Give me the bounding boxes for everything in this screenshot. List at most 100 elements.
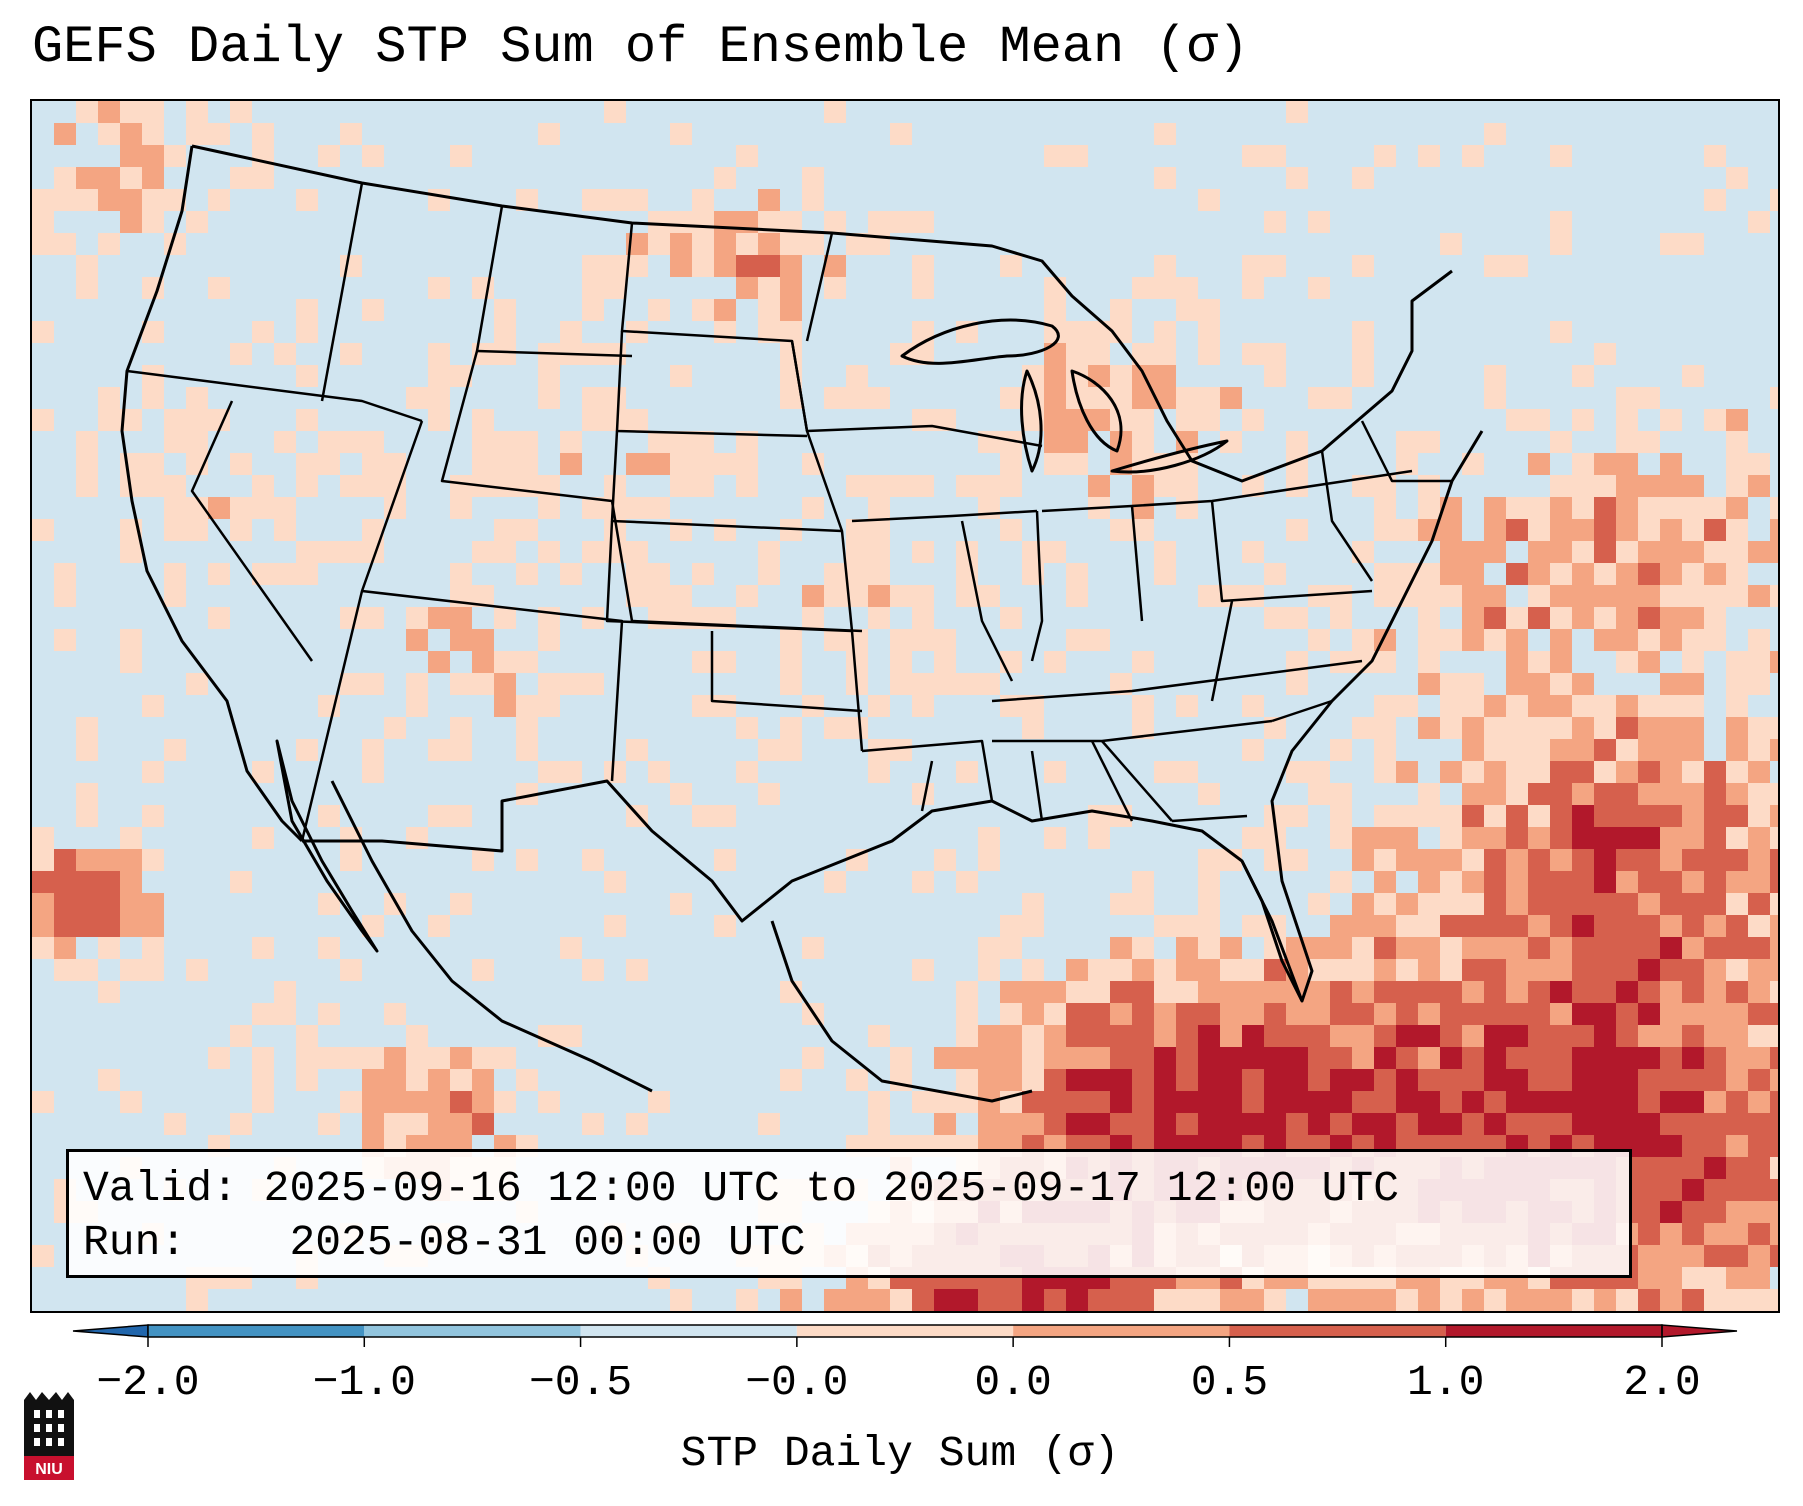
stp-cell xyxy=(1770,717,1778,739)
stp-cell xyxy=(186,101,208,123)
stp-cell xyxy=(1066,1113,1088,1135)
stp-cell xyxy=(1638,1113,1660,1135)
stp-cell xyxy=(186,211,208,233)
stp-cell xyxy=(626,959,648,981)
stp-cell xyxy=(1132,431,1154,453)
stp-cell xyxy=(1506,673,1528,695)
stp-cell xyxy=(1726,827,1748,849)
stp-cell xyxy=(1462,1003,1484,1025)
stp-cell xyxy=(1330,1311,1352,1313)
stp-cell xyxy=(1000,1289,1022,1311)
stp-cell xyxy=(1528,717,1550,739)
stp-cell xyxy=(230,871,252,893)
stp-cell xyxy=(1396,1047,1418,1069)
stp-cell xyxy=(1286,101,1308,123)
stp-cell xyxy=(758,299,780,321)
stp-cell xyxy=(1550,1113,1572,1135)
stp-cell xyxy=(1484,1025,1506,1047)
stp-cell xyxy=(1528,409,1550,431)
stp-cell xyxy=(1440,563,1462,585)
stp-cell xyxy=(1528,783,1550,805)
stp-cell xyxy=(1704,1245,1726,1267)
stp-cell xyxy=(494,651,516,673)
stp-cell xyxy=(164,497,186,519)
stp-cell xyxy=(1704,1047,1726,1069)
stp-cell xyxy=(582,541,604,563)
stp-cell xyxy=(1088,1069,1110,1091)
stp-cell xyxy=(1704,937,1726,959)
stp-cell xyxy=(1528,585,1550,607)
stp-cell xyxy=(978,827,1000,849)
stp-cell xyxy=(1374,959,1396,981)
stp-cell xyxy=(1176,1003,1198,1025)
stp-cell xyxy=(604,387,626,409)
stp-cell xyxy=(142,123,164,145)
stp-cell xyxy=(1220,1113,1242,1135)
stp-cell xyxy=(406,387,428,409)
stp-cell xyxy=(1748,673,1770,695)
stp-cell xyxy=(1242,1069,1264,1091)
stp-cell xyxy=(1682,893,1704,915)
stp-cell xyxy=(1308,893,1330,915)
stp-cell xyxy=(1638,849,1660,871)
stp-cell xyxy=(1396,893,1418,915)
stp-cell xyxy=(1220,1091,1242,1113)
stp-cells xyxy=(32,101,1778,1313)
stp-cell xyxy=(1418,475,1440,497)
stp-cell xyxy=(1088,1091,1110,1113)
stp-cell xyxy=(450,1047,472,1069)
stp-cell xyxy=(472,629,494,651)
stp-cell xyxy=(1572,783,1594,805)
stp-cell xyxy=(186,1289,208,1311)
stp-cell xyxy=(1528,1289,1550,1311)
stp-cell xyxy=(1748,1201,1770,1223)
stp-cell xyxy=(1198,1047,1220,1069)
stp-cell xyxy=(32,1245,54,1267)
stp-cell xyxy=(1066,1025,1088,1047)
stp-cell xyxy=(1506,1289,1528,1311)
stp-cell xyxy=(54,959,76,981)
stp-cell xyxy=(1264,365,1286,387)
stp-cell xyxy=(1682,717,1704,739)
stp-cell xyxy=(1044,1025,1066,1047)
stp-cell xyxy=(1462,761,1484,783)
stp-cell xyxy=(1638,981,1660,1003)
stp-cell xyxy=(362,1047,384,1069)
stp-cell xyxy=(846,1069,868,1091)
stp-cell xyxy=(890,651,912,673)
stp-cell xyxy=(890,1069,912,1091)
stp-cell xyxy=(1726,1047,1748,1069)
stp-cell xyxy=(472,277,494,299)
colorbar-segment xyxy=(148,1325,365,1337)
stp-cell xyxy=(1638,1135,1660,1157)
stp-cell xyxy=(1770,827,1778,849)
stp-cell xyxy=(1022,1311,1044,1313)
stp-cell xyxy=(1594,849,1616,871)
stp-cell xyxy=(1462,585,1484,607)
stp-cell xyxy=(1616,1003,1638,1025)
stp-cell xyxy=(296,739,318,761)
stp-cell xyxy=(1154,563,1176,585)
stp-cell xyxy=(1154,1091,1176,1113)
stp-cell xyxy=(912,343,934,365)
stp-cell xyxy=(1528,453,1550,475)
stp-cell xyxy=(846,233,868,255)
stp-cell xyxy=(428,409,450,431)
stp-cell xyxy=(1704,519,1726,541)
stp-cell xyxy=(1572,1311,1594,1313)
stp-cell xyxy=(1352,1003,1374,1025)
stp-cell xyxy=(1132,475,1154,497)
stp-cell xyxy=(120,959,142,981)
stp-cell xyxy=(1154,1025,1176,1047)
stp-cell xyxy=(1572,563,1594,585)
stp-cell xyxy=(1726,871,1748,893)
stp-cell xyxy=(1748,739,1770,761)
stp-cell xyxy=(340,431,362,453)
stp-cell xyxy=(912,695,934,717)
stp-cell xyxy=(1572,453,1594,475)
stp-cell xyxy=(1396,959,1418,981)
stp-cell xyxy=(1418,497,1440,519)
stp-cell xyxy=(186,497,208,519)
stp-cell xyxy=(1088,409,1110,431)
stp-cell xyxy=(978,959,1000,981)
